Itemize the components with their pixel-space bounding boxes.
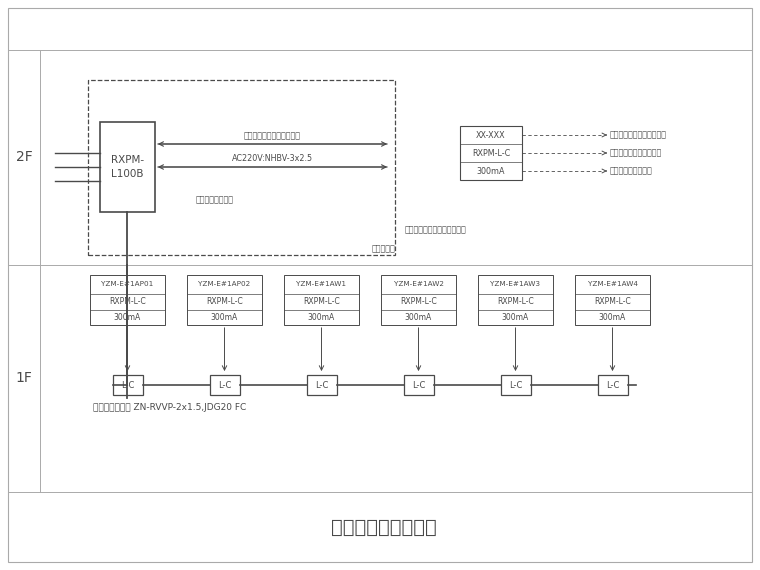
Bar [575, 275, 650, 325]
Text: RXPM-L-C: RXPM-L-C [472, 149, 510, 157]
Bar [501, 375, 530, 395]
Bar [90, 275, 165, 325]
Text: 电气火灾监控探测器型号: 电气火灾监控探测器型号 [610, 149, 662, 157]
Text: RXPM-L-C: RXPM-L-C [497, 297, 534, 306]
Text: 300mA: 300mA [114, 313, 141, 321]
Bar [100, 122, 155, 212]
Bar [306, 375, 337, 395]
Text: RXPM-L-C: RXPM-L-C [303, 297, 340, 306]
Text: L-C: L-C [121, 381, 135, 389]
Text: L-C: L-C [218, 381, 231, 389]
Bar [478, 275, 553, 325]
Text: L-C: L-C [606, 381, 619, 389]
Text: 2F: 2F [16, 150, 33, 164]
Bar [88, 80, 395, 255]
Bar [112, 375, 143, 395]
Bar [460, 126, 522, 180]
Text: 接消防控制室图形显示装置: 接消防控制室图形显示装置 [244, 131, 301, 140]
Text: 300mA: 300mA [308, 313, 335, 321]
Bar [284, 275, 359, 325]
Text: 300mA: 300mA [599, 313, 626, 321]
Text: RXPM-
L100B: RXPM- L100B [111, 155, 144, 179]
Text: YZM-E#1AW3: YZM-E#1AW3 [490, 282, 540, 287]
Text: XX-XXX: XX-XXX [477, 131, 506, 140]
Bar [597, 375, 628, 395]
Text: 电气火灾监控主机: 电气火灾监控主机 [196, 196, 234, 205]
Text: YZM-E#1AW1: YZM-E#1AW1 [296, 282, 347, 287]
Text: YZM-E#1AP01: YZM-E#1AP01 [101, 282, 154, 287]
Text: 消防控制室设在原住民区一层: 消防控制室设在原住民区一层 [405, 226, 467, 234]
Text: 电气火灾监控系统图: 电气火灾监控系统图 [331, 518, 437, 536]
Text: RXPM-L-C: RXPM-L-C [206, 297, 243, 306]
Text: YZM-E#1AW4: YZM-E#1AW4 [587, 282, 638, 287]
Bar [381, 275, 456, 325]
Text: 300mA: 300mA [405, 313, 432, 321]
Text: AC220V:NHBV-3x2.5: AC220V:NHBV-3x2.5 [232, 154, 313, 163]
Text: RXPM-L-C: RXPM-L-C [400, 297, 437, 306]
Text: 300mA: 300mA [502, 313, 529, 321]
Text: YZM-E#1AP02: YZM-E#1AP02 [198, 282, 251, 287]
Text: 300mA: 300mA [477, 166, 505, 176]
Text: 300mA: 300mA [211, 313, 238, 321]
Text: 泄露电流报警设定值: 泄露电流报警设定值 [610, 166, 653, 176]
Text: RXPM-L-C: RXPM-L-C [109, 297, 146, 306]
Bar [404, 375, 433, 395]
Text: 被监控的配电箱（柜）代号: 被监控的配电箱（柜）代号 [610, 131, 667, 140]
Text: 消防控制室: 消防控制室 [371, 244, 395, 253]
Text: L-C: L-C [508, 381, 522, 389]
Text: 电气火灾监控线 ZN-RVVP-2x1.5,JDG20 FC: 电气火灾监控线 ZN-RVVP-2x1.5,JDG20 FC [93, 403, 246, 412]
Text: L-C: L-C [315, 381, 328, 389]
Text: L-C: L-C [412, 381, 425, 389]
Bar [187, 275, 262, 325]
Text: YZM-E#1AW2: YZM-E#1AW2 [394, 282, 444, 287]
Text: 1F: 1F [15, 371, 33, 385]
Bar [210, 375, 239, 395]
Text: RXPM-L-C: RXPM-L-C [594, 297, 631, 306]
